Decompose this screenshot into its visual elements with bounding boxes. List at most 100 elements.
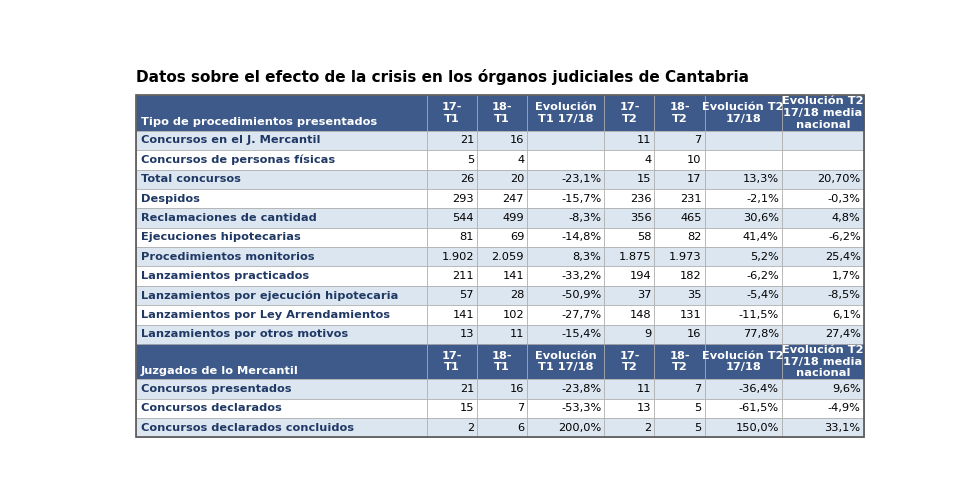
Text: Datos sobre el efecto de la crisis en los órganos judiciales de Cantabria: Datos sobre el efecto de la crisis en lo… bbox=[136, 69, 749, 85]
Text: 148: 148 bbox=[630, 310, 651, 320]
Bar bbox=[477, 344, 528, 379]
Text: 6,1%: 6,1% bbox=[832, 310, 861, 320]
Bar bbox=[136, 266, 427, 286]
Bar bbox=[528, 286, 604, 305]
Text: 37: 37 bbox=[637, 290, 651, 301]
Text: 16: 16 bbox=[510, 384, 524, 394]
Text: -50,9%: -50,9% bbox=[561, 290, 601, 301]
Bar bbox=[427, 344, 477, 379]
Bar bbox=[654, 131, 705, 150]
Bar bbox=[604, 266, 654, 286]
Bar bbox=[528, 418, 604, 438]
Bar bbox=[528, 325, 604, 344]
Text: 21: 21 bbox=[460, 384, 474, 394]
Bar bbox=[654, 379, 705, 399]
Text: -53,3%: -53,3% bbox=[561, 403, 601, 413]
Text: Evolución T2
17/18 media
nacional: Evolución T2 17/18 media nacional bbox=[782, 345, 863, 378]
Text: -23,8%: -23,8% bbox=[561, 384, 601, 394]
Bar bbox=[604, 305, 654, 325]
Text: 41,4%: 41,4% bbox=[743, 232, 779, 242]
Bar bbox=[136, 227, 427, 247]
Bar bbox=[528, 131, 604, 150]
Text: 5: 5 bbox=[467, 155, 474, 165]
Bar bbox=[654, 227, 705, 247]
Bar bbox=[705, 95, 782, 131]
Text: 4: 4 bbox=[517, 155, 524, 165]
Text: Despidos: Despidos bbox=[140, 194, 199, 204]
Text: -6,2%: -6,2% bbox=[746, 271, 779, 281]
Text: 4,8%: 4,8% bbox=[832, 213, 861, 223]
Text: 2: 2 bbox=[467, 423, 474, 433]
Text: 17-
T2: 17- T2 bbox=[620, 102, 640, 124]
Bar bbox=[477, 95, 528, 131]
Bar bbox=[477, 131, 528, 150]
Bar bbox=[136, 247, 427, 266]
Bar bbox=[782, 189, 863, 208]
Bar bbox=[477, 169, 528, 189]
Text: -23,1%: -23,1% bbox=[561, 174, 601, 184]
Text: 11: 11 bbox=[637, 136, 651, 146]
Text: -61,5%: -61,5% bbox=[739, 403, 779, 413]
Bar bbox=[427, 399, 477, 418]
Bar bbox=[705, 227, 782, 247]
Text: 17-
T1: 17- T1 bbox=[441, 351, 463, 372]
Bar bbox=[604, 131, 654, 150]
Bar bbox=[782, 169, 863, 189]
Bar bbox=[136, 399, 427, 418]
Text: 211: 211 bbox=[452, 271, 474, 281]
Text: 58: 58 bbox=[637, 232, 651, 242]
Bar bbox=[477, 399, 528, 418]
Bar bbox=[654, 189, 705, 208]
Bar bbox=[604, 418, 654, 438]
Text: 21: 21 bbox=[460, 136, 474, 146]
Bar bbox=[604, 379, 654, 399]
Bar bbox=[136, 169, 427, 189]
Bar bbox=[528, 266, 604, 286]
Text: 18-
T1: 18- T1 bbox=[492, 102, 512, 124]
Bar bbox=[477, 189, 528, 208]
Bar bbox=[782, 131, 863, 150]
Bar bbox=[477, 266, 528, 286]
Bar bbox=[604, 399, 654, 418]
Bar bbox=[427, 150, 477, 169]
Bar bbox=[427, 266, 477, 286]
Bar bbox=[654, 344, 705, 379]
Text: Lanzamientos por otros motivos: Lanzamientos por otros motivos bbox=[140, 329, 348, 339]
Text: -15,7%: -15,7% bbox=[561, 194, 601, 204]
Bar bbox=[654, 95, 705, 131]
Bar bbox=[705, 266, 782, 286]
Text: -8,3%: -8,3% bbox=[568, 213, 601, 223]
Bar bbox=[528, 95, 604, 131]
Text: 6: 6 bbox=[517, 423, 524, 433]
Text: 15: 15 bbox=[460, 403, 474, 413]
Bar bbox=[427, 189, 477, 208]
Text: 5: 5 bbox=[694, 423, 702, 433]
Bar bbox=[528, 247, 604, 266]
Bar bbox=[782, 344, 863, 379]
Bar bbox=[604, 286, 654, 305]
Text: 20: 20 bbox=[510, 174, 524, 184]
Text: 7: 7 bbox=[694, 136, 702, 146]
Text: 4: 4 bbox=[645, 155, 651, 165]
Bar bbox=[477, 305, 528, 325]
Text: 8,3%: 8,3% bbox=[573, 252, 601, 262]
Text: 35: 35 bbox=[687, 290, 702, 301]
Text: 11: 11 bbox=[637, 384, 651, 394]
Text: Concursos declarados concluidos: Concursos declarados concluidos bbox=[140, 423, 353, 433]
Text: 20,70%: 20,70% bbox=[817, 174, 861, 184]
Text: 499: 499 bbox=[502, 213, 524, 223]
Bar bbox=[136, 418, 427, 438]
Bar bbox=[782, 379, 863, 399]
Bar bbox=[782, 95, 863, 131]
Text: 27,4%: 27,4% bbox=[825, 329, 861, 339]
Text: 356: 356 bbox=[630, 213, 651, 223]
Text: Lanzamientos por ejecución hipotecaria: Lanzamientos por ejecución hipotecaria bbox=[140, 290, 398, 301]
Bar bbox=[654, 305, 705, 325]
Bar bbox=[528, 379, 604, 399]
Bar bbox=[528, 305, 604, 325]
Bar bbox=[136, 305, 427, 325]
Bar bbox=[136, 208, 427, 227]
Text: Evolución T2
17/18 media
nacional: Evolución T2 17/18 media nacional bbox=[782, 96, 863, 130]
Bar bbox=[705, 169, 782, 189]
Bar bbox=[477, 150, 528, 169]
